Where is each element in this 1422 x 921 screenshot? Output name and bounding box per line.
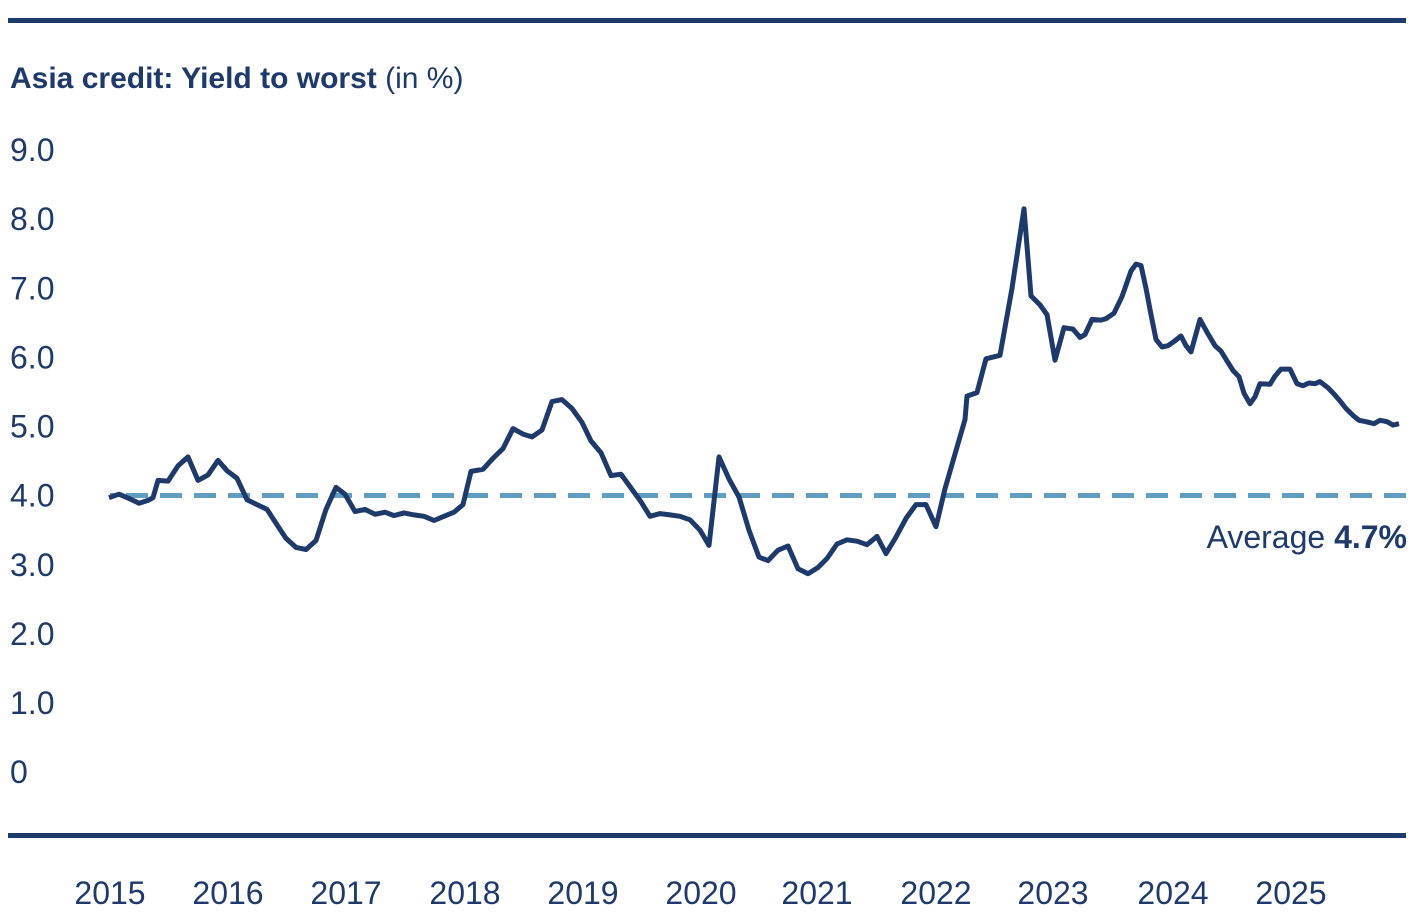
- svg-text:0: 0: [10, 754, 28, 790]
- svg-text:3.0: 3.0: [10, 547, 54, 583]
- svg-text:2025: 2025: [1255, 875, 1326, 911]
- svg-text:9.0: 9.0: [10, 132, 54, 168]
- svg-text:2015: 2015: [74, 875, 145, 911]
- svg-text:2021: 2021: [781, 875, 852, 911]
- svg-text:2022: 2022: [900, 875, 971, 911]
- svg-text:2017: 2017: [310, 875, 381, 911]
- svg-text:6.0: 6.0: [10, 339, 54, 375]
- svg-text:Average 4.7%: Average 4.7%: [1207, 519, 1407, 555]
- svg-text:2024: 2024: [1137, 875, 1208, 911]
- svg-text:2023: 2023: [1017, 875, 1088, 911]
- svg-text:2019: 2019: [547, 875, 618, 911]
- svg-text:2018: 2018: [429, 875, 500, 911]
- svg-text:Asia credit: Yield to worst (i: Asia credit: Yield to worst (in %): [10, 62, 463, 95]
- svg-text:5.0: 5.0: [10, 409, 54, 445]
- svg-text:4.0: 4.0: [10, 478, 54, 514]
- svg-text:2.0: 2.0: [10, 616, 54, 652]
- svg-text:8.0: 8.0: [10, 201, 54, 237]
- svg-text:7.0: 7.0: [10, 270, 54, 306]
- svg-text:1.0: 1.0: [10, 685, 54, 721]
- svg-text:2016: 2016: [192, 875, 263, 911]
- svg-text:2020: 2020: [665, 875, 736, 911]
